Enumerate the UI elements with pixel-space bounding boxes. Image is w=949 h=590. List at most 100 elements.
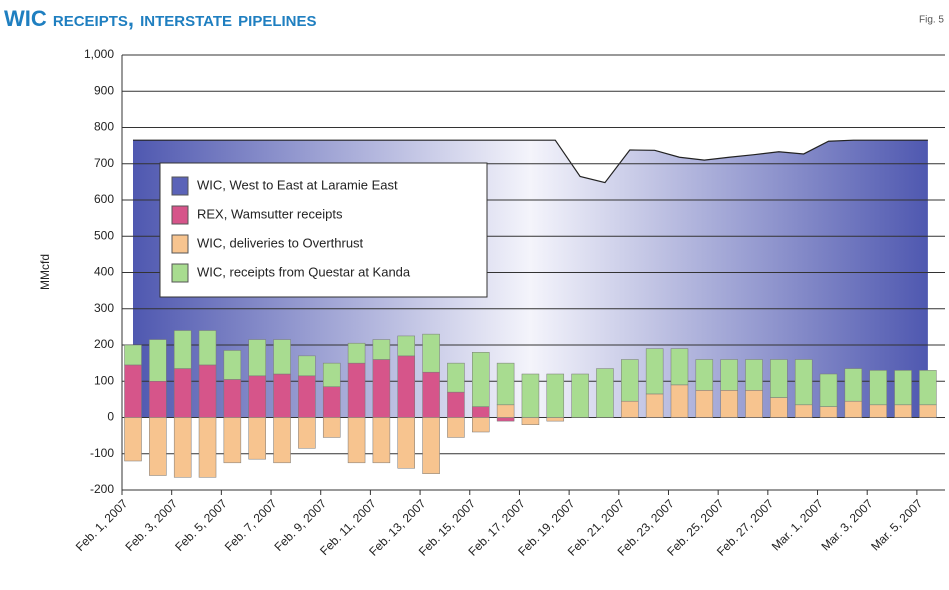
bar-segment — [621, 359, 639, 402]
bar-segment — [198, 330, 217, 366]
y-tick-label: 400 — [94, 265, 114, 279]
bar-segment — [869, 370, 887, 406]
legend-swatch — [171, 176, 189, 196]
bar-segment — [173, 417, 192, 478]
y-tick-label: -200 — [90, 482, 114, 496]
bar-segment — [670, 384, 689, 418]
bar-segment — [273, 339, 291, 375]
bar-segment — [273, 373, 291, 418]
bar-segment — [894, 404, 912, 418]
legend-label: WIC, West to East at Laramie East — [197, 177, 398, 192]
x-tick-label: Mar. 5, 2007 — [868, 496, 925, 553]
bar-segment — [248, 339, 266, 377]
bar-segment — [298, 417, 316, 449]
bar-segment — [521, 417, 540, 425]
y-tick-label: 600 — [94, 192, 114, 206]
bar-segment — [322, 362, 341, 387]
bar-segment — [248, 375, 266, 418]
legend: WIC, West to East at Laramie East REX, Wa… — [159, 162, 488, 298]
bar-segment — [298, 375, 316, 418]
bar-segment — [844, 400, 863, 418]
bar-segment — [149, 417, 167, 476]
bar-segment — [149, 339, 167, 382]
bar-segment — [322, 417, 341, 438]
bar-segment — [223, 417, 242, 464]
bar-segment — [794, 359, 813, 406]
bar-segment — [124, 364, 142, 418]
bar-segment — [472, 417, 490, 433]
bar-segment — [745, 359, 763, 391]
bar-segment — [273, 417, 291, 464]
legend-swatch — [171, 205, 189, 225]
y-tick-label: 500 — [94, 228, 114, 242]
bar-segment — [670, 348, 689, 386]
bar-segment — [347, 362, 366, 418]
y-tick-label: -100 — [90, 446, 114, 460]
bar-segment — [919, 370, 937, 406]
bar-segment — [173, 330, 192, 369]
bar-segment — [720, 390, 738, 418]
bar-segment — [248, 417, 266, 460]
x-tick-label: Feb. 5, 2007 — [172, 496, 230, 554]
bar-segment — [770, 397, 788, 418]
bar-segment — [173, 368, 192, 418]
bar-segment — [745, 390, 763, 418]
x-tick-label: Mar. 1, 2007 — [769, 496, 826, 553]
bar-segment — [198, 364, 217, 418]
chart-title: WIC receipts, interstate pipelines — [4, 6, 317, 31]
bar-segment — [869, 404, 887, 418]
bar-segment — [397, 335, 415, 357]
legend-swatch — [171, 234, 189, 254]
bar-segment — [372, 417, 391, 464]
bar-segment — [422, 417, 440, 474]
bar-segment — [322, 386, 341, 418]
bar-segment — [372, 359, 391, 418]
legend-label: REX, Wamsutter receipts — [197, 206, 343, 221]
y-tick-label: 800 — [94, 120, 114, 134]
bar-segment — [422, 371, 440, 418]
bar-segment — [695, 359, 714, 391]
x-tick-label: Feb. 7, 2007 — [222, 496, 280, 554]
bar-segment — [546, 417, 565, 422]
bar-segment — [695, 390, 714, 418]
bar-segment — [496, 417, 515, 422]
bar-segment — [919, 404, 937, 418]
y-tick-label: 700 — [94, 156, 114, 170]
bar-segment — [596, 368, 614, 418]
legend-label: WIC, deliveries to Overthrust — [197, 235, 364, 250]
bar-segment — [223, 379, 242, 418]
bar-segment — [223, 350, 242, 380]
figure-label: Fig. 5 — [919, 15, 944, 26]
bar-segment — [770, 359, 788, 398]
bar-segment — [496, 404, 515, 418]
y-tick-label: 100 — [94, 373, 114, 387]
y-tick-label: 300 — [94, 301, 114, 315]
legend-label: WIC, receipts from Questar at Kanda — [197, 264, 411, 279]
y-tick-label: 0 — [107, 410, 114, 424]
bar-segment — [124, 417, 142, 462]
bar-segment — [720, 359, 738, 391]
bar-segment — [621, 400, 639, 418]
bar-segment — [397, 355, 415, 418]
plot: -200 -100 0 100 200 300 400 500 600 700 800 900 1,00… — [73, 47, 945, 559]
bar-segment — [819, 373, 838, 407]
bar-segment — [571, 373, 589, 418]
bar-segment — [298, 355, 316, 377]
y-axis-label: MMcfd — [38, 254, 52, 290]
bar-segment — [149, 381, 167, 418]
bar-segment — [198, 417, 217, 478]
bar-segment — [447, 362, 465, 393]
bar-segment — [819, 406, 838, 418]
bar-segment — [794, 404, 813, 418]
bar-segment — [372, 339, 391, 360]
bar-segment — [546, 373, 565, 418]
bar-segment — [347, 342, 366, 364]
bar-segment — [521, 373, 540, 418]
bar-segment — [347, 417, 366, 464]
bar-segment — [447, 391, 465, 418]
y-tick-label: 1,000 — [84, 47, 114, 61]
bar-segment — [894, 370, 912, 406]
bar-segment — [472, 406, 490, 418]
area-line — [133, 139, 928, 184]
